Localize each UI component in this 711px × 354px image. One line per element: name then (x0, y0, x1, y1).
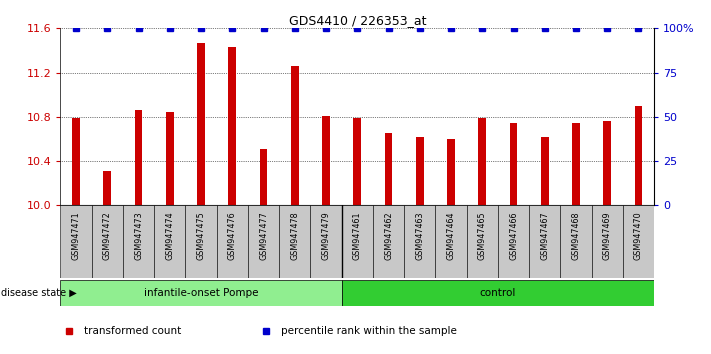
Text: GSM947473: GSM947473 (134, 211, 143, 260)
Bar (572, 124, 580, 205)
Bar (154, 205, 186, 278)
Bar (248, 205, 279, 278)
Text: GSM947465: GSM947465 (478, 211, 487, 260)
Text: GSM947469: GSM947469 (603, 211, 611, 260)
Text: GSM947466: GSM947466 (509, 211, 518, 259)
Bar (623, 205, 654, 278)
Text: disease state ▶: disease state ▶ (1, 288, 77, 298)
Bar (560, 205, 592, 278)
Text: GSM947479: GSM947479 (321, 211, 331, 260)
Bar (291, 66, 299, 205)
Bar (404, 205, 435, 278)
Text: GSM947468: GSM947468 (572, 211, 580, 259)
Bar (72, 118, 80, 205)
Bar (322, 116, 330, 205)
Text: GSM947472: GSM947472 (103, 211, 112, 260)
Bar (311, 205, 342, 278)
Text: GSM947476: GSM947476 (228, 211, 237, 260)
Bar (353, 118, 361, 205)
Bar (166, 113, 173, 205)
Text: GSM947478: GSM947478 (290, 211, 299, 260)
Text: GSM947474: GSM947474 (165, 211, 174, 260)
Text: infantile-onset Pompe: infantile-onset Pompe (144, 288, 258, 298)
Bar (529, 205, 560, 278)
Bar (228, 47, 236, 205)
Bar (342, 280, 654, 306)
Bar (479, 118, 486, 205)
Text: control: control (480, 288, 516, 298)
Bar (385, 133, 392, 205)
Text: GSM947477: GSM947477 (259, 211, 268, 260)
Text: GSM947464: GSM947464 (447, 211, 456, 259)
Bar (60, 280, 342, 306)
Bar (541, 137, 549, 205)
Text: GSM947467: GSM947467 (540, 211, 550, 260)
Bar (60, 205, 92, 278)
Bar (342, 205, 373, 278)
Bar (197, 43, 205, 205)
Bar (416, 137, 424, 205)
Bar (103, 171, 111, 205)
Bar (592, 205, 623, 278)
Bar (260, 149, 267, 205)
Text: transformed count: transformed count (84, 326, 181, 336)
Bar (510, 124, 518, 205)
Bar (373, 205, 404, 278)
Bar (447, 139, 455, 205)
Bar (186, 205, 217, 278)
Text: GSM947475: GSM947475 (196, 211, 205, 260)
Bar (466, 205, 498, 278)
Text: GSM947470: GSM947470 (634, 211, 643, 260)
Bar (498, 205, 529, 278)
Bar (92, 205, 123, 278)
Bar (123, 205, 154, 278)
Bar (217, 205, 248, 278)
Bar (134, 110, 142, 205)
Text: GSM947461: GSM947461 (353, 211, 362, 259)
Text: GSM947471: GSM947471 (72, 211, 80, 260)
Text: GSM947462: GSM947462 (384, 211, 393, 260)
Title: GDS4410 / 226353_at: GDS4410 / 226353_at (289, 14, 426, 27)
Text: percentile rank within the sample: percentile rank within the sample (281, 326, 456, 336)
Bar (435, 205, 466, 278)
Text: GSM947463: GSM947463 (415, 211, 424, 259)
Bar (279, 205, 311, 278)
Bar (635, 106, 643, 205)
Bar (604, 121, 611, 205)
